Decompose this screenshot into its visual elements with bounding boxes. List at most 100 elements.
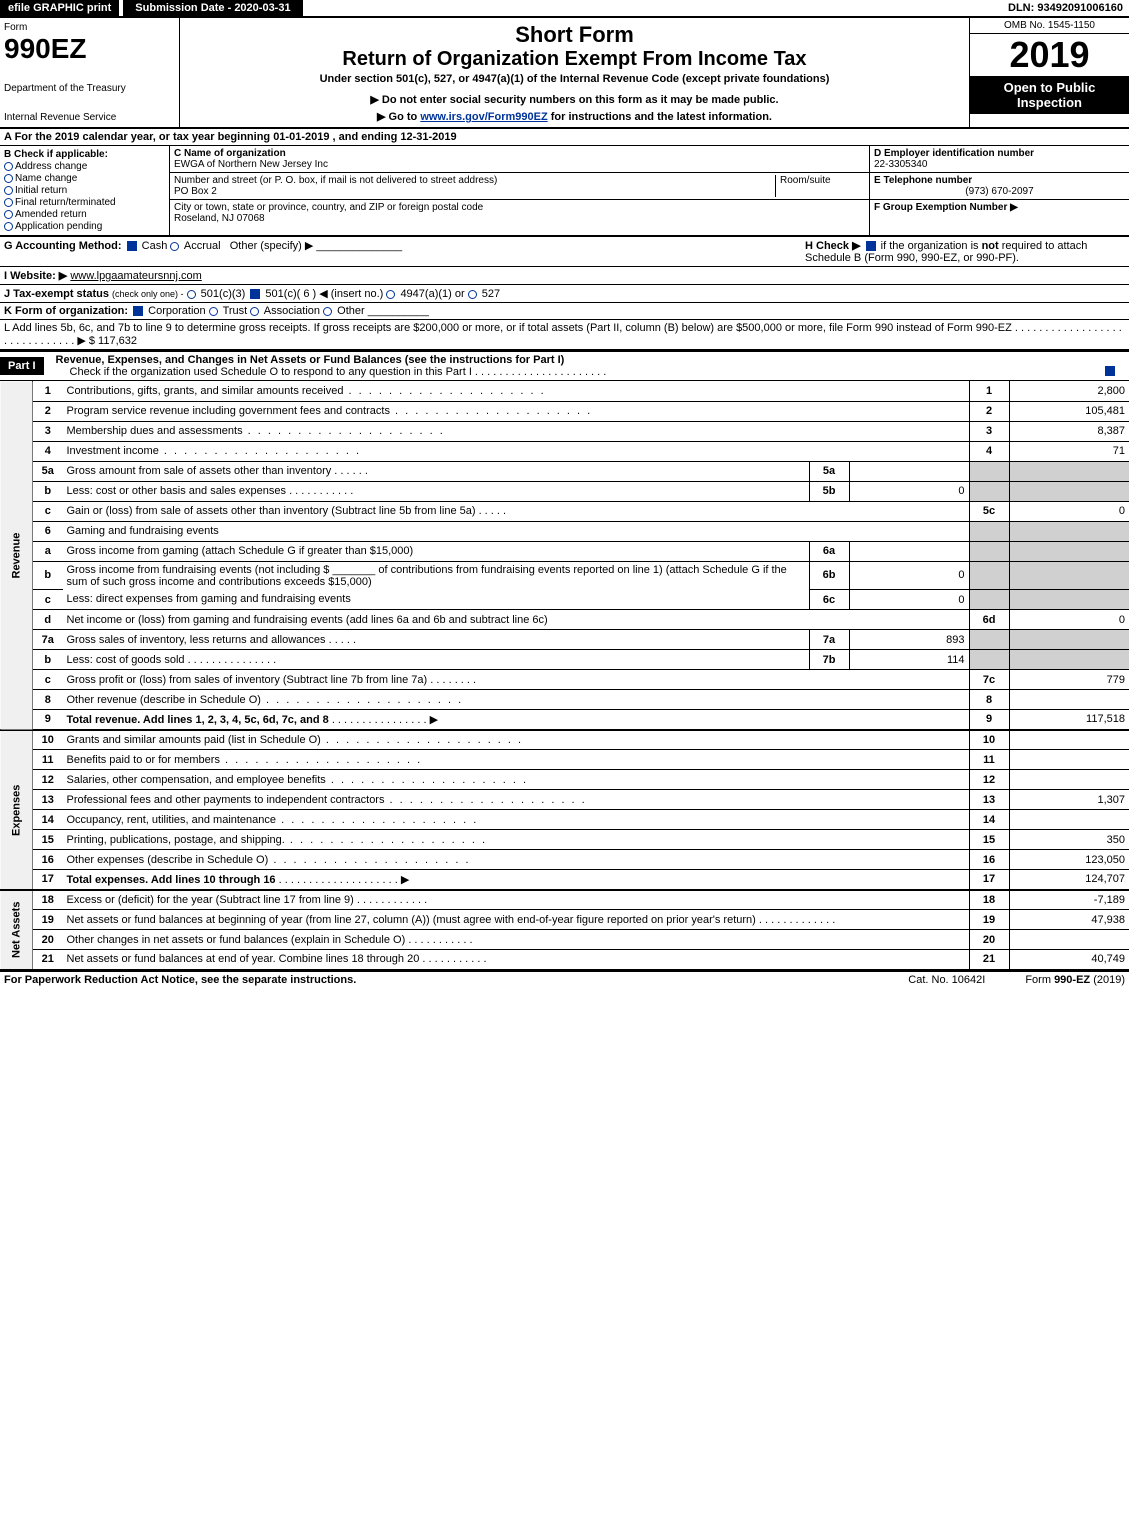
right-val: 124,707 [1009,870,1129,890]
check-application-pending[interactable]: Application pending [4,221,165,232]
mid-val: 0 [849,561,969,590]
check-accrual[interactable] [170,242,179,251]
table-row: c Less: direct expenses from gaming and … [0,590,1129,610]
mid-no: 5a [809,461,849,481]
check-initial-return[interactable]: Initial return [4,185,165,196]
right-val: 71 [1009,441,1129,461]
right-val: 40,749 [1009,950,1129,970]
line-no: b [33,650,63,670]
line-desc: Program service revenue including govern… [67,405,390,417]
right-val [1009,810,1129,830]
row-g: G Accounting Method: Cash Accrual Other … [4,239,805,264]
check-final-return[interactable]: Final return/terminated [4,197,165,208]
goto-link[interactable]: www.irs.gov/Form990EZ [420,111,547,123]
check-4947[interactable] [386,290,395,299]
check-association[interactable] [250,307,259,316]
right-val-grey [1009,590,1129,610]
line-desc: Professional fees and other payments to … [67,794,385,806]
opt-corp: Corporation [148,305,205,317]
line-no: 5a [33,461,63,481]
goto-suffix: for instructions and the latest informat… [548,111,772,123]
right-no: 5c [969,501,1009,521]
tax-year: 2019 [970,34,1129,76]
right-val: 1,307 [1009,790,1129,810]
phone: (973) 670-2097 [874,186,1125,197]
section-c: C Name of organization EWGA of Northern … [170,146,869,235]
line-desc: Less: cost or other basis and sales expe… [67,485,287,497]
check-527[interactable] [468,290,477,299]
check-trust[interactable] [209,307,218,316]
expenses-label: Expenses [0,730,33,890]
mid-val: 0 [849,590,969,610]
website[interactable]: www.lpgaamateursnnj.com [70,270,201,282]
line-desc: Investment income [67,445,159,457]
right-val-grey [1009,630,1129,650]
check-name-change[interactable]: Name change [4,173,165,184]
line-desc: Total revenue. Add lines 1, 2, 3, 4, 5c,… [67,714,329,726]
line-no: c [33,590,63,610]
check-cash[interactable] [127,241,137,251]
line-desc: Salaries, other compensation, and employ… [67,774,326,786]
efile-label[interactable]: efile GRAPHIC print [0,0,119,16]
dept-treasury: Department of the Treasury [4,83,175,94]
row-k-label: K Form of organization: [4,305,128,317]
right-val: 0 [1009,610,1129,630]
line-no: 18 [33,890,63,910]
part1-schedule-o-check[interactable] [1105,366,1115,376]
right-val: 8,387 [1009,421,1129,441]
line-no: b [33,481,63,501]
table-row: 3 Membership dues and assessments 3 8,38… [0,421,1129,441]
line-no: b [33,561,63,590]
opt-501c3: 501(c)(3) [201,288,246,300]
line-desc: Membership dues and assessments [67,425,243,437]
line-desc: Other changes in net assets or fund bala… [67,934,406,946]
right-no: 14 [969,810,1009,830]
table-row: b Gross income from fundraising events (… [0,561,1129,590]
table-row: 11 Benefits paid to or for members 11 [0,750,1129,770]
check-schedule-b[interactable] [866,241,876,251]
table-row: c Gain or (loss) from sale of assets oth… [0,501,1129,521]
row-l: L Add lines 5b, 6c, and 7b to line 9 to … [0,320,1129,351]
right-val: 105,481 [1009,401,1129,421]
right-val-grey [1009,521,1129,541]
line-desc: Gross income from gaming (attach Schedul… [63,541,810,561]
room-suite-label: Room/suite [775,175,865,197]
header-center: Short Form Return of Organization Exempt… [180,18,969,127]
ein: 22-3305340 [874,159,1125,170]
right-no: 3 [969,421,1009,441]
goto-prefix: ▶ Go to [377,111,420,123]
check-501c3[interactable] [187,290,196,299]
check-address-change[interactable]: Address change [4,161,165,172]
street-label: Number and street (or P. O. box, if mail… [174,175,497,186]
line-desc: Gross sales of inventory, less returns a… [67,634,326,646]
opt-assoc: Association [264,305,320,317]
table-row: 13 Professional fees and other payments … [0,790,1129,810]
table-row: 2 Program service revenue including gove… [0,401,1129,421]
right-val [1009,690,1129,710]
line-desc: Gaming and fundraising events [63,521,970,541]
line-no: 11 [33,750,63,770]
right-no-grey [969,650,1009,670]
right-no-grey [969,481,1009,501]
check-501c[interactable] [250,289,260,299]
right-val [1009,730,1129,750]
check-corporation[interactable] [133,306,143,316]
line-no: 9 [33,710,63,730]
check-amended-return[interactable]: Amended return [4,209,165,220]
footer: For Paperwork Reduction Act Notice, see … [0,971,1129,988]
line-desc: Net income or (loss) from gaming and fun… [63,610,970,630]
check-other-org[interactable] [323,307,332,316]
row-j-note: (check only one) - [112,289,184,299]
table-row: 15 Printing, publications, postage, and … [0,830,1129,850]
section-b: B Check if applicable: Address change Na… [0,146,170,235]
section-b-label: B Check if applicable: [4,149,165,160]
right-no: 19 [969,910,1009,930]
right-val-grey [1009,461,1129,481]
footer-cat-no: Cat. No. 10642I [908,974,985,986]
right-val: 0 [1009,501,1129,521]
other-label: Other (specify) ▶ [230,240,314,252]
table-row: Net Assets 18 Excess or (deficit) for th… [0,890,1129,910]
right-val: 779 [1009,670,1129,690]
phone-label: E Telephone number [874,175,1125,186]
footer-left: For Paperwork Reduction Act Notice, see … [4,974,356,986]
